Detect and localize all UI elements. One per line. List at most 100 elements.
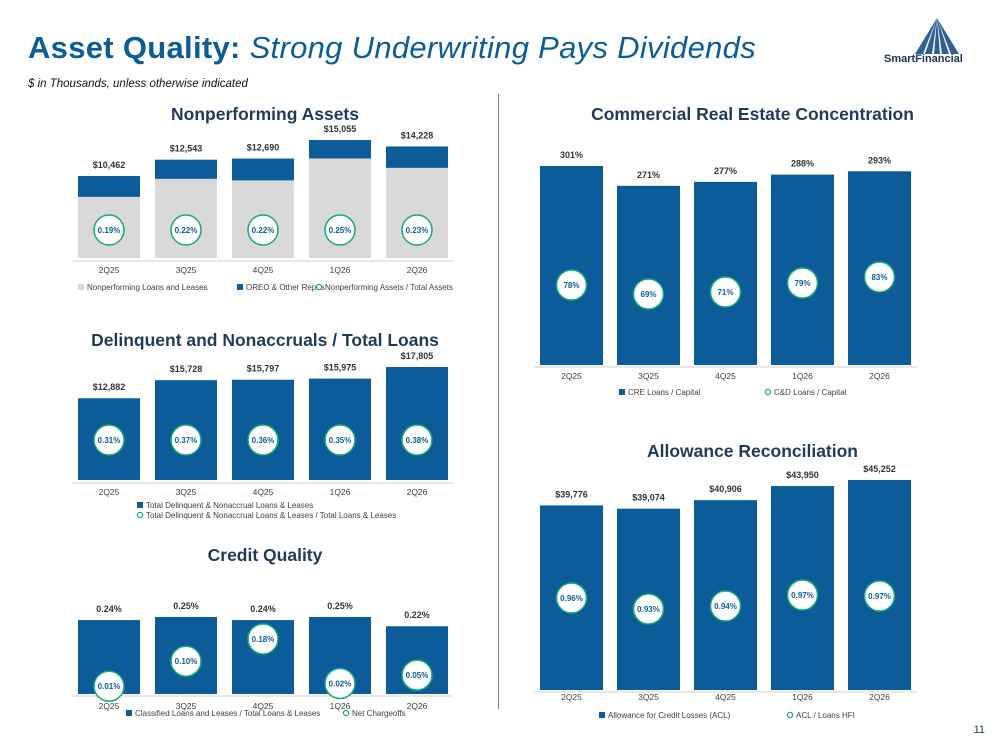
acl-ratio-marker bbox=[632, 593, 665, 625]
cre-bar-label: 293% bbox=[868, 155, 891, 165]
cre-tick-label: 4Q25 bbox=[715, 371, 736, 381]
npa-tick-label: 4Q25 bbox=[253, 265, 274, 275]
npa-ratio-marker bbox=[401, 214, 433, 246]
cre-ratio-label: 71% bbox=[717, 288, 733, 297]
credit-legend-nco-swatch bbox=[342, 709, 350, 717]
credit-tick-label: 4Q25 bbox=[253, 701, 274, 711]
credit-nco-label: 0.18% bbox=[252, 635, 275, 644]
cre-bar bbox=[694, 181, 757, 365]
acl-tick-label: 4Q25 bbox=[715, 692, 736, 702]
npa-bar-oreo bbox=[232, 158, 294, 181]
delinq-bar-label: $17,805 bbox=[401, 351, 434, 361]
cre-tick-label: 3Q25 bbox=[638, 371, 659, 381]
acl-bar-label: $39,776 bbox=[555, 489, 588, 499]
credit-bar-label: 0.24% bbox=[250, 604, 276, 614]
cre-ratio-label: 78% bbox=[563, 281, 579, 290]
cre-legend-cd-swatch bbox=[764, 388, 772, 396]
delinq-ratio-marker bbox=[170, 424, 202, 456]
acl-ratio-label: 0.93% bbox=[637, 605, 660, 614]
acl-tick-label: 1Q26 bbox=[792, 692, 813, 702]
delinq-ratio-marker bbox=[401, 424, 433, 456]
npa-bar-oreo bbox=[386, 146, 448, 168]
acl-bar-label: $45,252 bbox=[863, 464, 896, 474]
chart-title-credit-quality: Credit Quality bbox=[207, 545, 323, 565]
credit-nco-label: 0.02% bbox=[329, 679, 352, 688]
credit-legend-classified: Classified Loans and Leases / Total Loan… bbox=[135, 709, 320, 718]
delinquent-legend-ratio-swatch bbox=[136, 511, 144, 519]
acl-legend-ratio-swatch bbox=[786, 711, 794, 719]
npa-total-label: $12,543 bbox=[170, 144, 203, 154]
cre-ratio-marker bbox=[709, 276, 742, 308]
cre-ratio-marker bbox=[863, 261, 896, 293]
credit-nco-label: 0.01% bbox=[98, 682, 121, 691]
acl-ratio-label: 0.94% bbox=[714, 602, 737, 611]
delinq-bar-label: $15,797 bbox=[247, 364, 280, 374]
chart-title-delinquent: Delinquent and Nonaccruals / Total Loans bbox=[91, 330, 439, 350]
npa-tick-label: 1Q26 bbox=[330, 265, 351, 275]
chart-title-cre: Commercial Real Estate Concentration bbox=[591, 104, 914, 124]
chart-title-acl: Allowance Reconciliation bbox=[646, 441, 859, 461]
delinq-ratio-label: 0.36% bbox=[252, 436, 275, 445]
smartfinancial-logo bbox=[915, 18, 959, 54]
npa-total-label: $15,055 bbox=[324, 124, 357, 134]
npa-ratio-label: 0.23% bbox=[406, 226, 429, 235]
credit-legend-nco: Net Chargeoffs bbox=[352, 709, 406, 718]
acl-legend-ratio: ACL / Loans HFI bbox=[796, 711, 855, 720]
acl-ratio-label: 0.96% bbox=[560, 594, 583, 603]
delinq-bar-label: $15,728 bbox=[170, 364, 203, 374]
npa-ratio-label: 0.25% bbox=[329, 226, 352, 235]
cre-ratio-marker bbox=[555, 269, 588, 301]
npa-bar-oreo bbox=[78, 175, 140, 197]
delinq-tick-label: 4Q25 bbox=[253, 487, 274, 497]
delinq-bar bbox=[386, 367, 448, 480]
cre-ratio-label: 83% bbox=[871, 273, 887, 282]
credit-nco-label: 0.10% bbox=[175, 657, 198, 666]
cre-bar bbox=[540, 166, 603, 365]
acl-ratio-label: 0.97% bbox=[868, 592, 891, 601]
npa-total-label: $14,228 bbox=[401, 130, 434, 140]
npa-ratio-label: 0.19% bbox=[98, 226, 121, 235]
credit-nco-marker bbox=[170, 645, 202, 677]
npa-ratio-marker bbox=[324, 214, 356, 246]
npa-bar-oreo bbox=[155, 159, 217, 179]
credit-tick-label: 1Q26 bbox=[330, 701, 351, 711]
npa-ratio-label: 0.22% bbox=[252, 226, 275, 235]
delinquent-legend-ratio: Total Delinquent & Nonaccrual Loans & Le… bbox=[146, 511, 396, 520]
delinq-bar-label: $15,975 bbox=[324, 363, 357, 373]
cre-tick-label: 1Q26 bbox=[792, 371, 813, 381]
cre-tick-label: 2Q25 bbox=[561, 371, 582, 381]
cre-ratio-marker bbox=[632, 278, 665, 310]
delinq-ratio-label: 0.37% bbox=[175, 436, 198, 445]
credit-bar-label: 0.25% bbox=[327, 601, 353, 611]
credit-tick-label: 2Q25 bbox=[99, 701, 120, 711]
delinq-bar-label: $12,882 bbox=[93, 382, 126, 392]
npa-ratio-marker bbox=[93, 214, 125, 246]
npa-legend-loans-swatch bbox=[78, 284, 84, 290]
npa-legend-ratio-swatch bbox=[315, 283, 323, 291]
cre-legend-cre-swatch bbox=[619, 389, 625, 395]
credit-tick-label: 2Q26 bbox=[407, 701, 428, 711]
delinquent-legend-amount-swatch bbox=[137, 502, 143, 508]
delinq-ratio-marker bbox=[247, 424, 279, 456]
npa-bar-oreo bbox=[309, 140, 371, 159]
cre-bar-label: 288% bbox=[791, 159, 814, 169]
npa-tick-label: 3Q25 bbox=[176, 265, 197, 275]
logo-text: SmartFinancial bbox=[884, 53, 963, 65]
chart-title-npa: Nonperforming Assets bbox=[171, 104, 359, 124]
credit-nco-marker bbox=[247, 623, 279, 655]
npa-ratio-marker bbox=[170, 214, 202, 246]
page-title: Asset Quality: Strong Underwriting Pays … bbox=[28, 30, 756, 66]
delinq-tick-label: 3Q25 bbox=[176, 487, 197, 497]
acl-ratio-marker bbox=[709, 590, 742, 622]
delinq-ratio-label: 0.31% bbox=[98, 436, 121, 445]
npa-total-label: $12,690 bbox=[247, 143, 280, 153]
npa-ratio-marker bbox=[247, 214, 279, 246]
cre-ratio-label: 79% bbox=[794, 279, 810, 288]
npa-legend-loans: Nonperforming Loans and Leases bbox=[87, 283, 208, 292]
acl-legend-acl-swatch bbox=[599, 712, 605, 718]
acl-tick-label: 3Q25 bbox=[638, 692, 659, 702]
credit-bar-label: 0.25% bbox=[173, 601, 199, 611]
delinq-ratio-marker bbox=[93, 424, 125, 456]
acl-ratio-marker bbox=[786, 579, 819, 611]
